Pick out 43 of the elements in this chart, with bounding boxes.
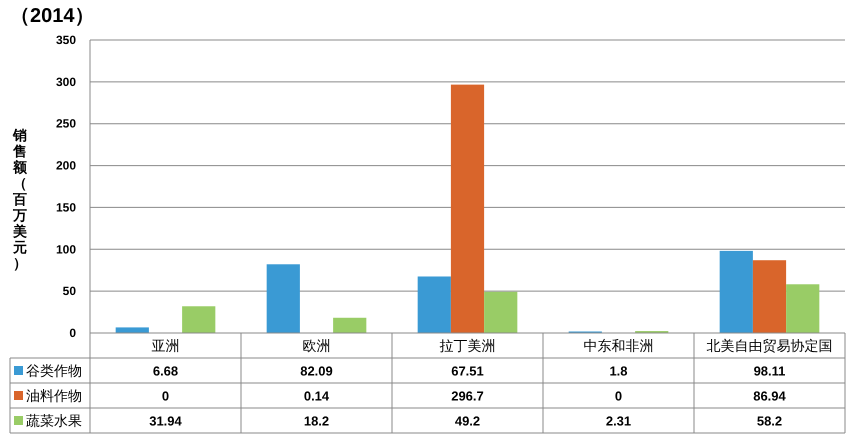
data-label: 1.8: [609, 364, 628, 378]
data-label: 2.31: [606, 414, 632, 428]
bar: [333, 318, 366, 333]
y-tick-label: 0: [69, 326, 76, 340]
y-tick-label: 200: [56, 158, 76, 173]
bar: [116, 327, 149, 333]
y-tick-label: 150: [56, 200, 76, 214]
y-tick-label: 50: [62, 284, 76, 298]
x-tick-label: 拉丁美洲: [440, 338, 496, 354]
legend-label: 油料作物: [26, 388, 82, 404]
data-label: 6.68: [152, 364, 178, 378]
legend-label: 谷类作物: [26, 362, 82, 378]
data-label: 86.94: [753, 388, 787, 404]
data-label: 31.94: [149, 414, 183, 428]
bar: [752, 260, 786, 333]
data-label: 58.2: [756, 414, 782, 428]
bar: [786, 284, 820, 333]
bar: [450, 84, 484, 333]
data-label: 296.7: [451, 388, 484, 404]
legend-label: 蔬菜水果: [26, 412, 82, 428]
bar: [182, 306, 216, 333]
bar: [720, 250, 753, 333]
y-tick-label: 300: [56, 74, 76, 89]
data-label: 0: [162, 388, 170, 404]
y-tick-label: 350: [56, 33, 76, 47]
bar: [266, 264, 300, 333]
y-tick-label: 100: [56, 242, 76, 256]
bar: [418, 276, 451, 333]
bar: [484, 292, 518, 333]
x-tick-label: 北美自由贸易协定国: [706, 338, 832, 354]
chart-title: （2014）: [10, 5, 94, 27]
data-label: 0.14: [304, 388, 330, 404]
data-label: 98.11: [754, 364, 786, 378]
data-label: 18.2: [304, 414, 330, 428]
data-label: 82.09: [300, 364, 333, 378]
data-label: 0: [614, 388, 622, 404]
y-tick-label: 250: [56, 116, 76, 131]
x-tick-label: 亚洲: [152, 338, 180, 354]
data-label: 49.2: [454, 414, 480, 428]
data-label: 67.51: [451, 364, 484, 378]
x-tick-label: 中东和非洲: [584, 338, 654, 354]
text: 销售额（百万美元）: [13, 127, 27, 271]
x-tick-label: 欧洲: [302, 338, 330, 354]
